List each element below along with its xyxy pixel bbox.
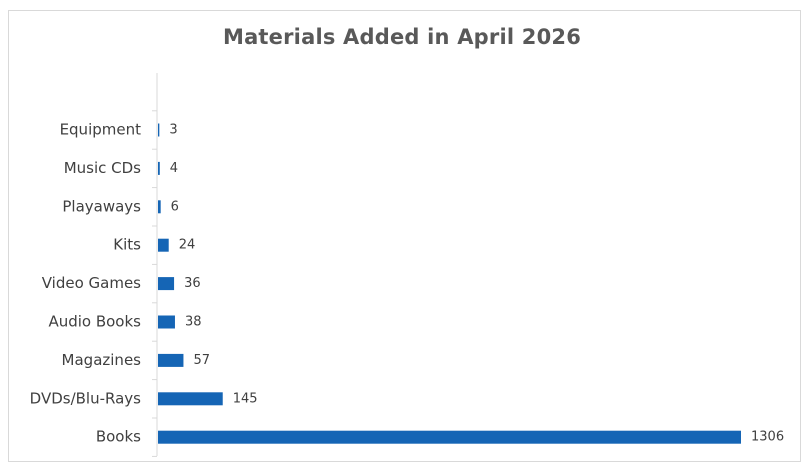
- data-label: 57: [193, 353, 210, 368]
- bar: [158, 123, 160, 137]
- chart-frame: [8, 10, 801, 462]
- bars: [158, 123, 741, 444]
- data-label: 1306: [751, 430, 784, 445]
- category-label: DVDs/Blu-Rays: [30, 389, 142, 407]
- category-label: Music CDs: [64, 159, 141, 177]
- chart-title: Materials Added in April 2026: [222, 25, 582, 49]
- bar: [158, 430, 741, 444]
- data-label: 6: [171, 199, 179, 214]
- category-label: Video Games: [42, 274, 141, 292]
- category-label: Audio Books: [48, 313, 141, 331]
- bar: [158, 161, 160, 175]
- data-label: 145: [233, 391, 258, 406]
- data-label: 4: [170, 161, 178, 176]
- bar: [158, 238, 169, 252]
- category-label: Equipment: [60, 121, 142, 139]
- bar: [158, 315, 175, 329]
- category-label: Kits: [113, 236, 141, 254]
- labels: Equipment 3 Music CDs 4 Playaways 6 Kits 24 Vide…: [30, 121, 784, 446]
- data-label: 38: [185, 315, 202, 330]
- bar: [158, 392, 223, 406]
- category-label: Magazines: [62, 351, 142, 369]
- bar: [158, 200, 161, 214]
- axis: [152, 73, 158, 457]
- data-label: 3: [169, 123, 177, 138]
- data-label: 36: [184, 276, 201, 291]
- bar: [158, 277, 175, 291]
- bar: [158, 353, 184, 367]
- data-label: 24: [179, 238, 196, 253]
- category-label: Books: [96, 428, 141, 446]
- category-label: Playaways: [62, 197, 141, 215]
